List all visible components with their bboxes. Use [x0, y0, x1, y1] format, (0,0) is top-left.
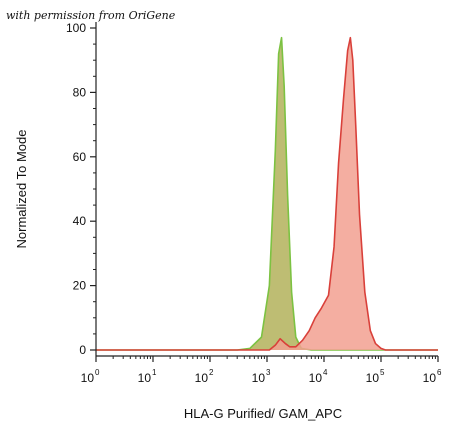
y-tick-label: 100 [66, 21, 86, 35]
x-tick-exponent: 3 [266, 368, 271, 377]
y-tick-label: 0 [79, 343, 86, 357]
series-2-area [96, 37, 438, 350]
watermark: with permission from OriGene [6, 9, 176, 22]
y-tick-label: 40 [73, 214, 87, 228]
x-tick-exponent: 0 [95, 368, 100, 377]
series-1-line [96, 36, 438, 351]
x-tick-exponent: 5 [380, 368, 385, 377]
x-tick-label: 10 [81, 371, 95, 385]
x-tick-label: 10 [366, 371, 380, 385]
series-layer [96, 36, 438, 351]
x-tick-exponent: 1 [152, 368, 157, 377]
series-2-line [96, 36, 438, 351]
y-tick-label: 20 [73, 279, 87, 293]
x-tick-label: 10 [195, 371, 209, 385]
x-tick-exponent: 2 [209, 368, 214, 377]
x-tick-exponent: 6 [437, 368, 442, 377]
y-axis-title: Normalized To Mode [14, 130, 29, 249]
y-tick-label: 80 [73, 85, 87, 99]
x-tick-label: 10 [309, 371, 323, 385]
y-tick-label: 60 [73, 150, 87, 164]
x-tick-label: 10 [138, 371, 152, 385]
x-tick-exponent: 4 [323, 368, 328, 377]
x-axis-title: HLA-G Purified/ GAM_APC [184, 406, 342, 421]
x-tick-label: 10 [423, 371, 437, 385]
x-tick-label: 10 [252, 371, 266, 385]
